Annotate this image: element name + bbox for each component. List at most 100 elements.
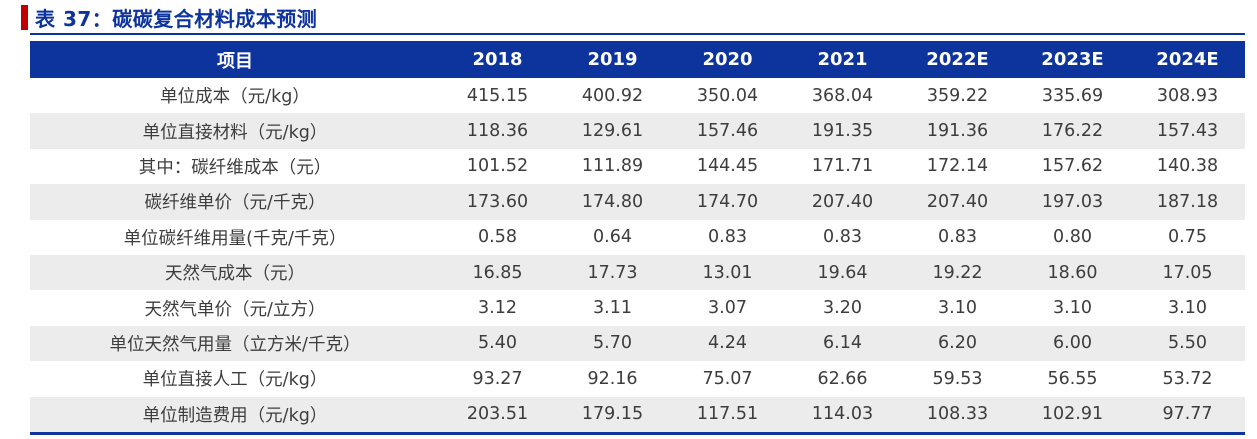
cell-value: 174.80 (581, 191, 644, 212)
table-row: 天然气单价（元/立方） 3.12 3.11 3.07 3.20 3.10 3.10 3.10 (30, 290, 1245, 325)
cell-value: 191.36 (926, 121, 989, 142)
row-label: 天然气成本（元） (165, 264, 305, 285)
cell-value: 53.72 (1162, 368, 1213, 389)
cell-value: 17.73 (587, 262, 638, 283)
table-row: 单位直接材料（元/kg） 118.36 129.61 157.46 191.35 191.… (30, 113, 1245, 149)
cell-value: 6.14 (823, 333, 862, 354)
column-header-year: 2018 (440, 41, 555, 78)
cell-value: 13.01 (702, 262, 753, 283)
cell-value: 102.91 (1041, 404, 1104, 425)
cell-value: 171.71 (811, 156, 874, 177)
cell-value: 97.77 (1162, 404, 1213, 425)
cell-value: 101.52 (466, 156, 529, 177)
cell-value: 4.24 (708, 333, 747, 354)
column-header-year: 2023E (1015, 41, 1130, 78)
table-row: 单位制造费用（元/kg） 203.51 179.15 117.51 114.03 108.… (30, 396, 1245, 434)
table-row: 天然气成本（元） 16.85 17.73 13.01 19.64 19.22 18.60 17… (30, 254, 1245, 291)
table-row: 单位直接人工（元/kg） 93.27 92.16 75.07 62.66 59.53 56.… (30, 361, 1245, 396)
cell-value: 93.27 (472, 368, 523, 389)
row-label: 天然气单价（元/立方） (144, 299, 326, 320)
cell-value: 0.83 (823, 227, 862, 248)
cell-value: 157.62 (1041, 156, 1104, 177)
title-underline (30, 33, 1245, 35)
column-header-item: 项目 (30, 41, 440, 78)
cell-value: 172.14 (926, 156, 989, 177)
cell-value: 187.18 (1156, 191, 1219, 212)
table-title-row: 表 37：碳碳复合材料成本预测 (21, 2, 317, 32)
cell-value: 75.07 (702, 368, 753, 389)
table-row: 单位天然气用量（立方米/千克） 5.40 5.70 4.24 6.14 6.20 6.00 5… (30, 325, 1245, 362)
cell-value: 62.66 (817, 368, 868, 389)
cell-value: 3.10 (1168, 298, 1207, 319)
row-label: 单位制造费用（元/kg） (142, 405, 328, 426)
cell-value: 197.03 (1041, 191, 1104, 212)
table-header: 项目 2018 2019 2020 2021 2022E 2023E 2024E (30, 41, 1245, 78)
column-header-year: 2019 (555, 41, 670, 78)
cell-value: 0.64 (593, 227, 632, 248)
cell-value: 174.70 (696, 191, 759, 212)
cell-value: 207.40 (811, 191, 874, 212)
column-header-year: 2020 (670, 41, 785, 78)
cell-value: 5.40 (478, 333, 517, 354)
cell-value: 203.51 (466, 404, 529, 425)
cell-value: 207.40 (926, 191, 989, 212)
table-body: 单位成本（元/kg） 415.15 400.92 350.04 368.04 359.22… (30, 78, 1245, 434)
cell-value: 350.04 (696, 85, 759, 106)
cell-value: 0.80 (1053, 227, 1092, 248)
cell-value: 19.64 (817, 262, 868, 283)
cell-value: 3.10 (1053, 298, 1092, 319)
cell-value: 5.50 (1168, 333, 1207, 354)
cell-value: 56.55 (1047, 368, 1098, 389)
row-label: 单位成本（元/kg） (160, 87, 310, 108)
cell-value: 359.22 (926, 85, 989, 106)
cell-value: 0.83 (938, 227, 977, 248)
row-label: 碳纤维单价（元/千克） (144, 193, 326, 214)
cell-value: 16.85 (472, 262, 523, 283)
cell-value: 111.89 (581, 156, 644, 177)
cell-value: 3.20 (823, 298, 862, 319)
cell-value: 17.05 (1162, 262, 1213, 283)
cell-value: 0.58 (478, 227, 517, 248)
column-header-year: 2024E (1130, 41, 1245, 78)
cell-value: 176.22 (1041, 121, 1104, 142)
column-header-year: 2021 (785, 41, 900, 78)
table-row: 单位成本（元/kg） 415.15 400.92 350.04 368.04 359.22… (30, 78, 1245, 113)
cell-value: 157.46 (696, 121, 759, 142)
table-title: 表 37：碳碳复合材料成本预测 (35, 6, 318, 31)
row-label: 单位直接材料（元/kg） (142, 122, 328, 143)
cell-value: 19.22 (932, 262, 983, 283)
title-accent-bar (21, 4, 28, 30)
row-label: 其中：碳纤维成本（元） (138, 157, 332, 178)
cell-value: 400.92 (581, 85, 644, 106)
cell-value: 144.45 (696, 156, 759, 177)
cell-value: 5.70 (593, 333, 632, 354)
cell-value: 6.20 (938, 333, 977, 354)
table-row: 其中：碳纤维成本（元） 101.52 111.89 144.45 171.71 172.1… (30, 149, 1245, 184)
cell-value: 140.38 (1156, 156, 1219, 177)
column-header-year: 2022E (900, 41, 1015, 78)
cell-value: 118.36 (466, 121, 529, 142)
cell-value: 308.93 (1156, 85, 1219, 106)
cell-value: 415.15 (466, 85, 529, 106)
cost-forecast-table: 项目 2018 2019 2020 2021 2022E 2023E 2024E 单位成本（元… (30, 41, 1245, 435)
cell-value: 0.83 (708, 227, 747, 248)
table-header-row: 项目 2018 2019 2020 2021 2022E 2023E 2024E (30, 41, 1245, 78)
cell-value: 157.43 (1156, 121, 1219, 142)
cell-value: 6.00 (1053, 333, 1092, 354)
cell-value: 368.04 (811, 85, 874, 106)
cell-value: 114.03 (811, 404, 874, 425)
cell-value: 3.10 (938, 298, 977, 319)
row-label: 单位碳纤维用量(千克/千克） (123, 228, 347, 249)
row-label: 单位直接人工（元/kg） (142, 370, 328, 391)
cell-value: 0.75 (1168, 227, 1207, 248)
cell-value: 3.11 (593, 298, 632, 319)
cell-value: 59.53 (932, 368, 983, 389)
cell-value: 117.51 (696, 404, 759, 425)
cell-value: 179.15 (581, 404, 644, 425)
cell-value: 173.60 (466, 191, 529, 212)
cell-value: 3.07 (708, 298, 747, 319)
table-row: 单位碳纤维用量(千克/千克） 0.58 0.64 0.83 0.83 0.83 0.80 0.… (30, 220, 1245, 255)
cell-value: 335.69 (1041, 85, 1104, 106)
cell-value: 18.60 (1047, 262, 1098, 283)
